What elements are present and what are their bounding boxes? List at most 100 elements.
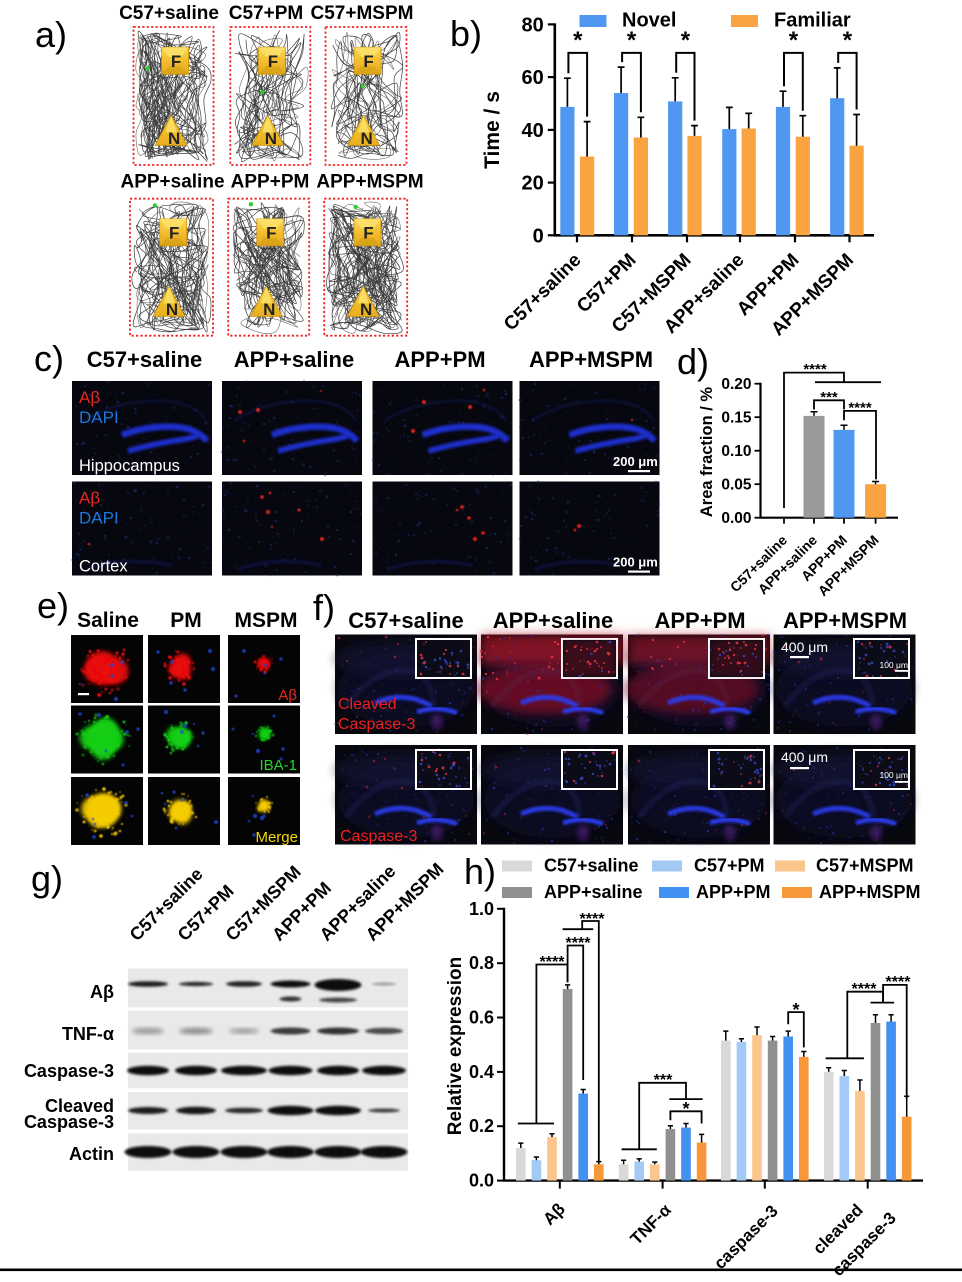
svg-text:TNF-α: TNF-α xyxy=(62,1024,114,1044)
svg-text:APP+MSPM: APP+MSPM xyxy=(316,172,423,193)
svg-text:0.05: 0.05 xyxy=(721,477,752,494)
svg-text:APP+PM: APP+PM xyxy=(696,882,771,902)
svg-text:***: *** xyxy=(654,1072,673,1089)
svg-text:Cortex: Cortex xyxy=(79,558,128,576)
svg-text:C57+PM: C57+PM xyxy=(229,3,303,24)
svg-text:C57+MSPM: C57+MSPM xyxy=(311,3,414,24)
svg-text:400 μm: 400 μm xyxy=(781,639,828,655)
svg-text:C57+saline: C57+saline xyxy=(348,608,464,633)
svg-text:e): e) xyxy=(37,585,69,626)
svg-text:F: F xyxy=(363,52,373,71)
svg-text:0.20: 0.20 xyxy=(721,376,751,393)
svg-text:C57+saline: C57+saline xyxy=(87,347,203,372)
svg-text:APP+saline: APP+saline xyxy=(234,347,354,372)
svg-text:DAPI: DAPI xyxy=(79,509,119,528)
svg-text:APP+saline: APP+saline xyxy=(493,608,613,633)
svg-text:Aβ: Aβ xyxy=(79,388,100,407)
svg-text:Aβ: Aβ xyxy=(278,687,297,704)
svg-text:20: 20 xyxy=(522,173,544,195)
svg-text:*: * xyxy=(792,1000,799,1020)
svg-text:APP+MSPM: APP+MSPM xyxy=(529,347,653,372)
svg-text:0.8: 0.8 xyxy=(469,953,494,973)
svg-text:0.4: 0.4 xyxy=(469,1062,494,1082)
svg-text:C57+PM: C57+PM xyxy=(694,856,765,876)
svg-text:80: 80 xyxy=(522,14,544,36)
svg-text:F: F xyxy=(169,223,179,242)
svg-text:****: **** xyxy=(886,974,912,991)
svg-text:0.10: 0.10 xyxy=(721,443,751,460)
svg-text:Aβ: Aβ xyxy=(90,982,114,1002)
svg-text:d): d) xyxy=(677,341,709,382)
svg-text:Caspase-3: Caspase-3 xyxy=(338,716,415,733)
svg-text:APP+saline: APP+saline xyxy=(544,882,643,902)
svg-text:F: F xyxy=(171,52,181,71)
svg-text:0: 0 xyxy=(533,225,544,247)
svg-text:a): a) xyxy=(35,14,67,55)
svg-text:C57+saline: C57+saline xyxy=(544,856,639,876)
svg-text:*: * xyxy=(682,1099,689,1119)
svg-text:Relative expression: Relative expression xyxy=(445,957,466,1135)
svg-text:Caspase-3: Caspase-3 xyxy=(24,1112,114,1132)
svg-text:****: **** xyxy=(540,954,566,971)
svg-text:Caspase-3: Caspase-3 xyxy=(24,1061,114,1081)
svg-text:Cleaved: Cleaved xyxy=(45,1096,114,1116)
svg-text:***: *** xyxy=(820,389,838,406)
svg-text:N: N xyxy=(263,300,275,319)
svg-text:b): b) xyxy=(450,13,482,54)
svg-text:Time / s: Time / s xyxy=(481,91,504,169)
svg-text:g): g) xyxy=(31,858,63,899)
svg-text:Cleaved: Cleaved xyxy=(338,696,397,713)
svg-text:N: N xyxy=(360,129,372,148)
svg-text:*: * xyxy=(573,27,583,54)
svg-text:N: N xyxy=(265,129,277,148)
svg-text:MSPM: MSPM xyxy=(235,609,298,632)
svg-text:*: * xyxy=(789,27,799,54)
svg-text:****: **** xyxy=(566,935,592,952)
svg-text:200 μm: 200 μm xyxy=(613,454,658,469)
svg-text:APP+MSPM: APP+MSPM xyxy=(783,608,907,633)
svg-text:Novel: Novel xyxy=(622,10,676,32)
svg-text:0.15: 0.15 xyxy=(721,410,752,427)
svg-text:0.0: 0.0 xyxy=(469,1171,494,1191)
svg-text:APP+PM: APP+PM xyxy=(394,347,485,372)
svg-text:PM: PM xyxy=(170,609,202,632)
svg-text:Actin: Actin xyxy=(69,1144,114,1164)
svg-text:h): h) xyxy=(464,851,496,892)
svg-text:Aβ: Aβ xyxy=(79,489,100,508)
svg-text:*: * xyxy=(627,27,637,54)
svg-text:APP+MSPM: APP+MSPM xyxy=(819,882,921,902)
svg-text:****: **** xyxy=(580,911,606,928)
svg-text:40: 40 xyxy=(522,120,544,142)
svg-text:APP+saline: APP+saline xyxy=(120,172,224,193)
svg-text:*: * xyxy=(843,27,853,54)
svg-text:F: F xyxy=(363,223,373,242)
svg-text:Saline: Saline xyxy=(77,609,139,632)
svg-text:60: 60 xyxy=(522,67,544,89)
svg-text:200 μm: 200 μm xyxy=(613,555,658,570)
svg-text:*: * xyxy=(681,27,691,54)
svg-text:Familiar: Familiar xyxy=(774,10,851,32)
svg-text:F: F xyxy=(266,223,276,242)
svg-text:100 μm: 100 μm xyxy=(879,660,908,670)
svg-text:1.0: 1.0 xyxy=(469,899,494,919)
svg-text:c): c) xyxy=(34,338,64,379)
svg-text:400 μm: 400 μm xyxy=(781,749,828,765)
svg-text:N: N xyxy=(168,129,180,148)
svg-text:0.2: 0.2 xyxy=(469,1116,494,1136)
svg-text:0.6: 0.6 xyxy=(469,1008,494,1028)
svg-text:f): f) xyxy=(313,587,335,628)
svg-text:C57+saline: C57+saline xyxy=(119,3,219,24)
svg-text:Area fraction / %: Area fraction / % xyxy=(698,387,716,518)
svg-text:APP+PM: APP+PM xyxy=(231,172,310,193)
svg-text:N: N xyxy=(360,300,372,319)
svg-text:Merge: Merge xyxy=(255,829,298,846)
svg-text:0.00: 0.00 xyxy=(721,510,751,527)
svg-text:****: **** xyxy=(803,361,827,378)
svg-text:N: N xyxy=(166,300,178,319)
svg-text:100 μm: 100 μm xyxy=(879,770,908,780)
svg-text:IBA-1: IBA-1 xyxy=(259,757,297,774)
svg-text:APP+PM: APP+PM xyxy=(654,608,745,633)
svg-text:Hippocampus: Hippocampus xyxy=(79,457,180,475)
svg-text:****: **** xyxy=(852,981,878,998)
svg-text:DAPI: DAPI xyxy=(79,408,119,427)
